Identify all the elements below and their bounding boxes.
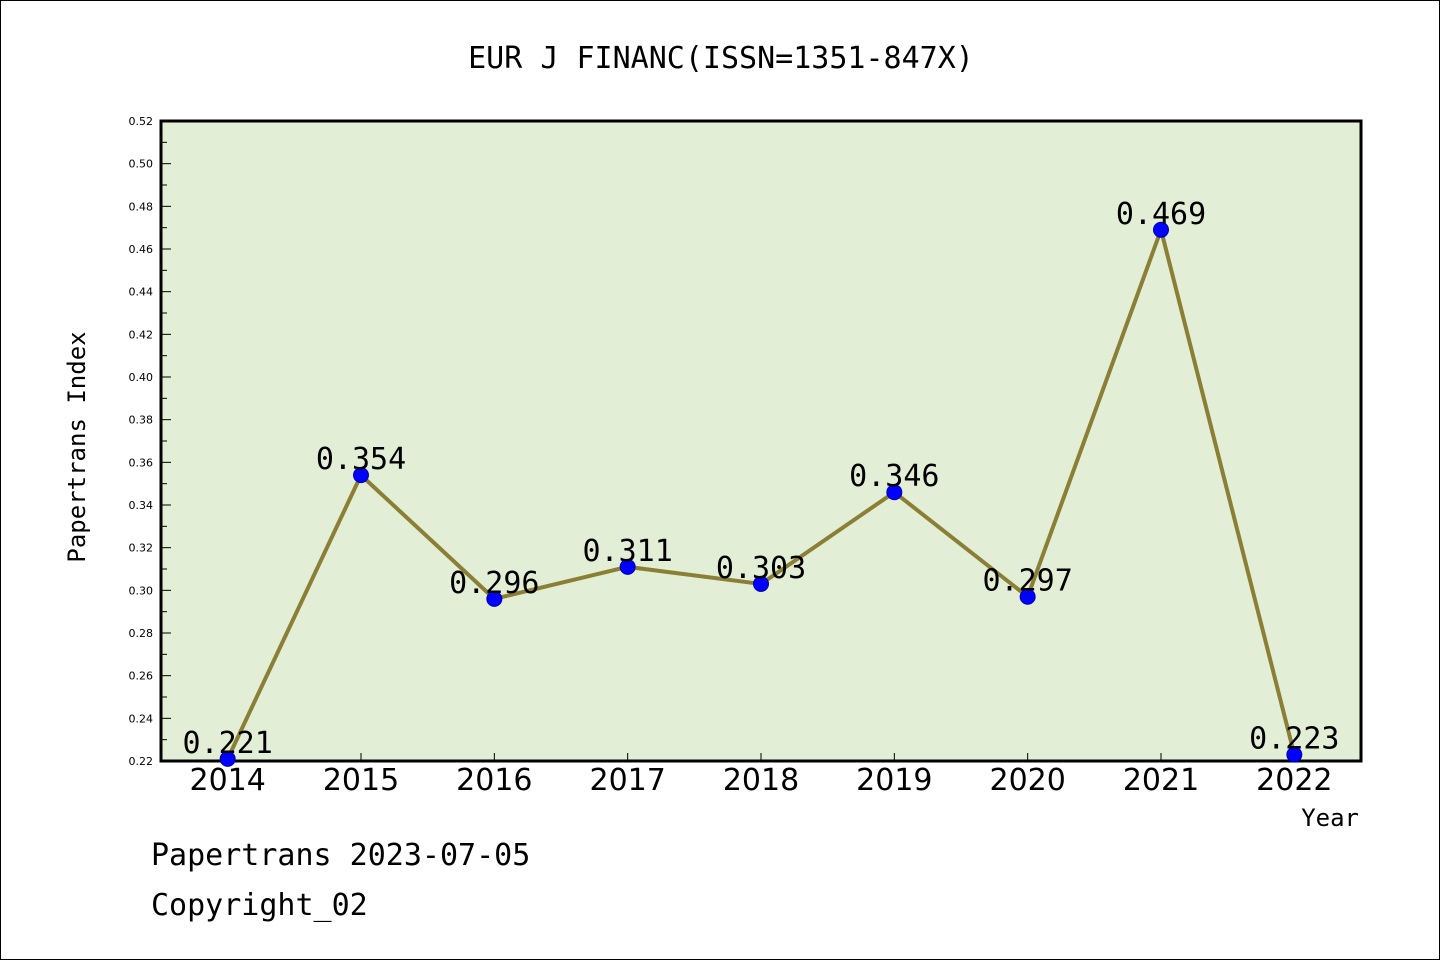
chart-title: EUR J FINANC(ISSN=1351-847X): [468, 41, 974, 76]
x-tick-label: 2018: [723, 763, 799, 798]
data-label: 0.354: [316, 442, 406, 477]
y-tick-label: 0.28: [129, 627, 154, 640]
data-label: 0.296: [449, 566, 539, 601]
y-tick-label: 0.44: [129, 286, 154, 299]
data-label: 0.221: [183, 726, 273, 761]
y-tick-label: 0.36: [129, 456, 154, 469]
x-tick-label: 2022: [1256, 763, 1332, 798]
y-tick-label: 0.50: [129, 158, 154, 171]
data-label: 0.469: [1116, 197, 1206, 232]
data-label-group: 0.221 0.354 0.296 0.311 0.303 0.346 0.297 0.469…: [183, 197, 1340, 761]
x-tick-label: 2021: [1123, 763, 1199, 798]
data-label: 0.346: [849, 459, 939, 494]
data-point: [353, 467, 369, 484]
x-tick-label: 2016: [456, 763, 532, 798]
footer-date: Papertrans 2023-07-05: [151, 838, 530, 873]
x-axis: 2014 2015 2016 2017 2018 2019 2020 2021 2022: [189, 753, 1333, 798]
y-tick-label: 0.40: [129, 371, 154, 384]
y-axis: 0.22 0.24 0.26 0.28 0.30 0.32 0.34 0.36 0.38 0.40…: [129, 115, 171, 768]
y-tick-label: 0.48: [129, 200, 154, 213]
data-point: [619, 558, 636, 575]
data-point: [1019, 588, 1036, 605]
y-tick-label: 0.46: [129, 243, 154, 256]
y-tick-label: 0.52: [129, 115, 154, 128]
data-label: 0.297: [983, 564, 1073, 599]
data-point: [886, 484, 903, 501]
x-tick-label: 2019: [856, 763, 932, 798]
y-tick-label: 0.34: [129, 499, 154, 512]
y-axis-label: Papertrans Index: [63, 331, 91, 562]
data-label: 0.303: [716, 551, 806, 586]
y-tick-label: 0.24: [129, 712, 154, 725]
x-tick-label: 2020: [989, 763, 1065, 798]
footer-copyright: Copyright_02: [151, 888, 368, 923]
y-tick-label: 0.38: [129, 414, 154, 427]
x-tick-label: 2015: [323, 763, 399, 798]
x-tick-label: 2017: [589, 763, 665, 798]
y-tick-label: 0.30: [129, 584, 154, 597]
data-point: [1153, 221, 1169, 238]
y-tick-label: 0.22: [129, 755, 154, 768]
data-point: [486, 590, 503, 607]
data-point: [1286, 746, 1303, 763]
marker-group: [219, 221, 1303, 767]
x-tick-label: 2014: [189, 763, 265, 798]
data-label: 0.223: [1249, 722, 1339, 757]
y-tick-label: 0.42: [129, 328, 154, 341]
x-axis-label: Year: [1301, 804, 1359, 832]
y-tick-label: 0.26: [129, 670, 154, 683]
y-tick-label: 0.32: [129, 542, 154, 555]
data-point: [753, 575, 769, 592]
data-label: 0.311: [583, 534, 673, 569]
data-point: [219, 750, 236, 767]
